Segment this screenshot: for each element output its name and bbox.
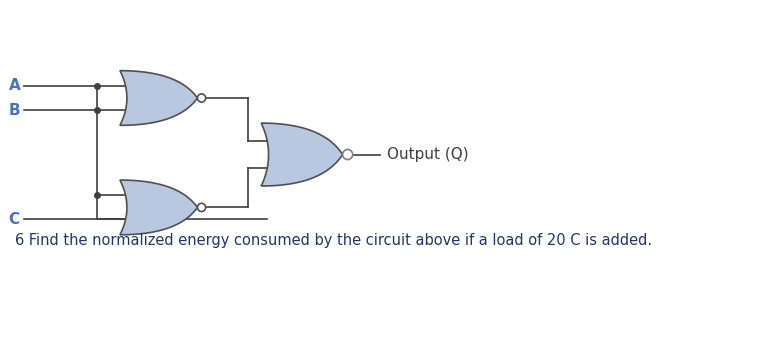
Circle shape <box>198 203 206 211</box>
Polygon shape <box>120 71 198 125</box>
Text: C: C <box>8 212 20 227</box>
Circle shape <box>198 94 206 102</box>
Text: 6 Find the normalized energy consumed by the circuit above if a load of 20 C is : 6 Find the normalized energy consumed by… <box>15 233 653 248</box>
Polygon shape <box>261 123 343 186</box>
Text: A: A <box>8 78 20 93</box>
Circle shape <box>343 150 353 160</box>
Text: Output (Q): Output (Q) <box>388 147 469 162</box>
Polygon shape <box>120 180 198 235</box>
Text: B: B <box>8 103 20 118</box>
